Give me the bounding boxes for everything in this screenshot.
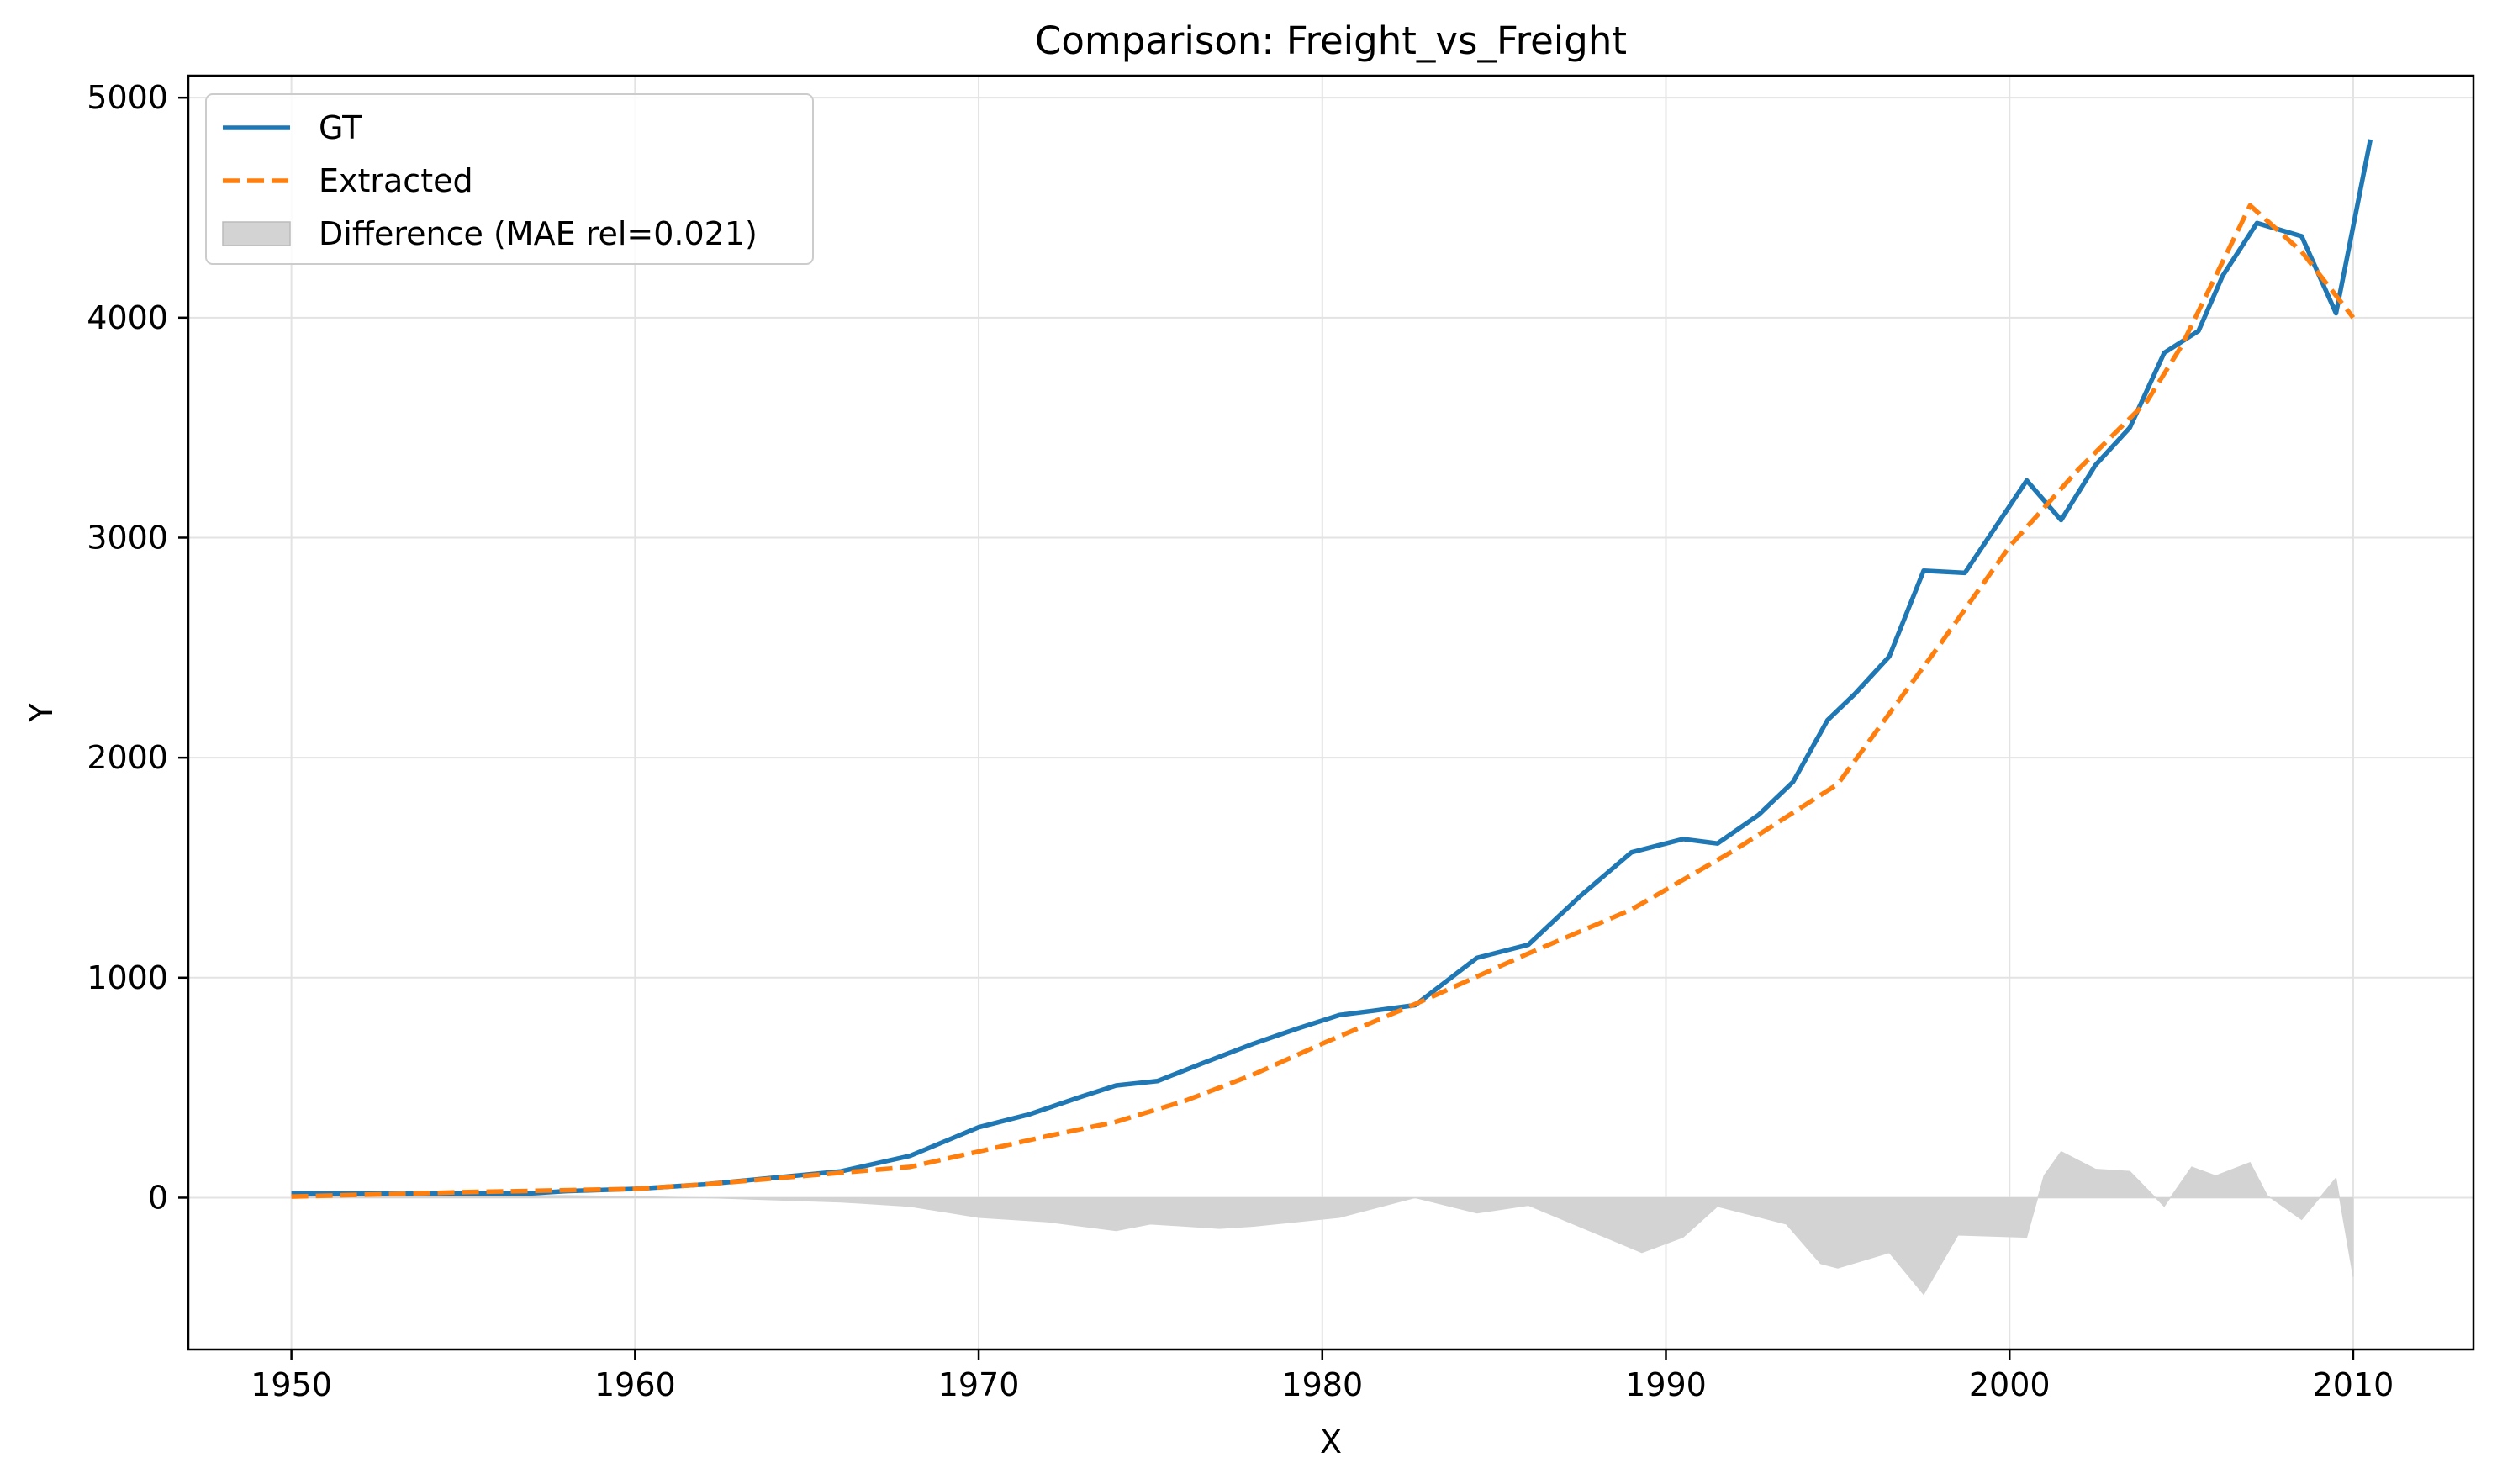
y-tick-label: 3000 — [87, 519, 168, 556]
x-tick-label: 2000 — [1969, 1366, 2051, 1403]
legend: GT Extracted Difference (MAE rel=0.021) — [205, 93, 814, 265]
x-tick-label: 1950 — [251, 1366, 332, 1403]
y-axis-label: Y — [23, 702, 60, 723]
legend-box — [205, 93, 814, 265]
y-tick-label: 1000 — [87, 959, 168, 996]
y-axis-ticks: 0 1000 2000 3000 4000 5000 — [87, 79, 188, 1216]
difference-area — [291, 1150, 2354, 1296]
x-axis-ticks: 1950 1960 1970 1980 1990 2000 2010 — [251, 1349, 2394, 1403]
x-tick-label: 1980 — [1281, 1366, 1363, 1403]
y-tick-label: 5000 — [87, 79, 168, 116]
difference-layer — [291, 1150, 2354, 1296]
series-layer — [291, 139, 2373, 1199]
chart-title: Comparison: Freight_vs_Freight — [1035, 18, 1627, 63]
legend-swatch-difference — [222, 221, 291, 246]
legend-label: Extracted — [319, 162, 473, 199]
plot-frame — [187, 74, 2475, 1351]
x-tick-label: 1990 — [1625, 1366, 1707, 1403]
x-tick-label: 1960 — [594, 1366, 676, 1403]
y-tick-label: 2000 — [87, 739, 168, 776]
x-tick-label: 2010 — [2313, 1366, 2394, 1403]
legend-label: Difference (MAE rel=0.021) — [319, 215, 758, 252]
y-tick-label: 0 — [148, 1179, 168, 1216]
y-tick-label: 4000 — [87, 299, 168, 336]
x-axis-label: X — [1320, 1423, 1342, 1460]
x-tick-label: 1970 — [938, 1366, 1020, 1403]
legend-label: GT — [319, 109, 362, 146]
